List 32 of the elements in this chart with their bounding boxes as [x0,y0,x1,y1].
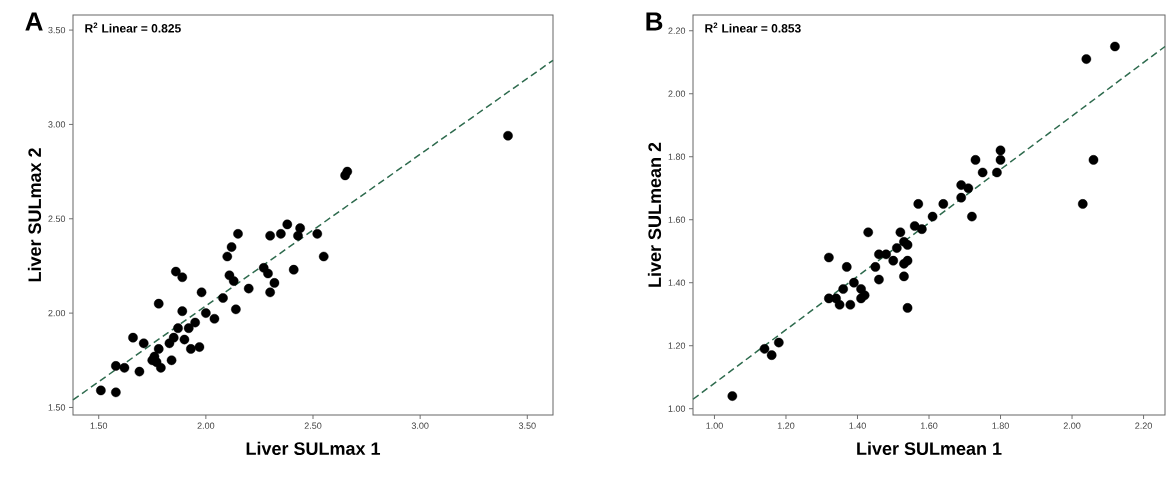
y-tick-label: 3.50 [48,26,66,34]
x-tick-label: 1.60 [920,422,938,429]
y-tick-label: 2.50 [48,215,66,222]
y-tick-label: 2.20 [668,27,686,34]
x-tick-label: 2.00 [197,422,215,429]
x-tick-label: 3.50 [518,422,536,429]
y-tick-label: 2.00 [48,309,66,317]
y-tick-label: 1.20 [668,342,686,349]
y-tick-label: 3.00 [48,121,66,128]
y-tick-label: 2.00 [668,90,686,97]
x-axis-title: Liver SULmax 1 [246,441,381,455]
x-tick-label: 1.80 [992,422,1009,429]
y-axis-title: Liver SULmean 2 [647,142,662,287]
annotation: R$^{2}$ Linear = 0.853 [705,22,801,33]
x-tick-label: 1.50 [90,422,108,429]
x-tick-label: 3.00 [411,422,429,429]
x-tick-label: 2.00 [1063,422,1081,429]
y-axis-title: Liver SULmax 2 [27,148,42,282]
annotation: R$^{2}$ Linear = 0.825 [85,22,181,33]
x-tick-label: 2.20 [1135,422,1152,429]
y-tick-label: 1.00 [668,405,686,412]
text: B [646,12,663,31]
y-tick-label: 1.60 [668,216,686,223]
y-tick-label: 1.50 [48,404,66,411]
x-axis-title: Liver SULmean 1 [857,441,1002,455]
text: A [25,12,43,31]
x-tick-label: 1.00 [706,422,723,429]
x-tick-label: 1.20 [777,422,795,429]
x-tick-label: 1.40 [849,422,866,429]
x-tick-label: 2.50 [304,422,322,429]
y-tick-label: 1.40 [668,279,686,286]
y-tick-label: 1.80 [668,153,686,160]
